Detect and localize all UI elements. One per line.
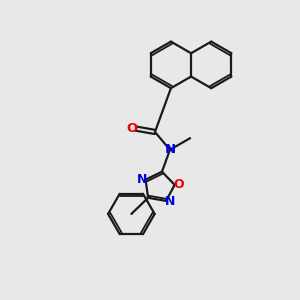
Text: O: O [127, 122, 138, 135]
Text: N: N [165, 195, 175, 208]
Text: N: N [136, 172, 147, 186]
Text: N: N [164, 143, 175, 156]
Text: O: O [173, 178, 184, 191]
